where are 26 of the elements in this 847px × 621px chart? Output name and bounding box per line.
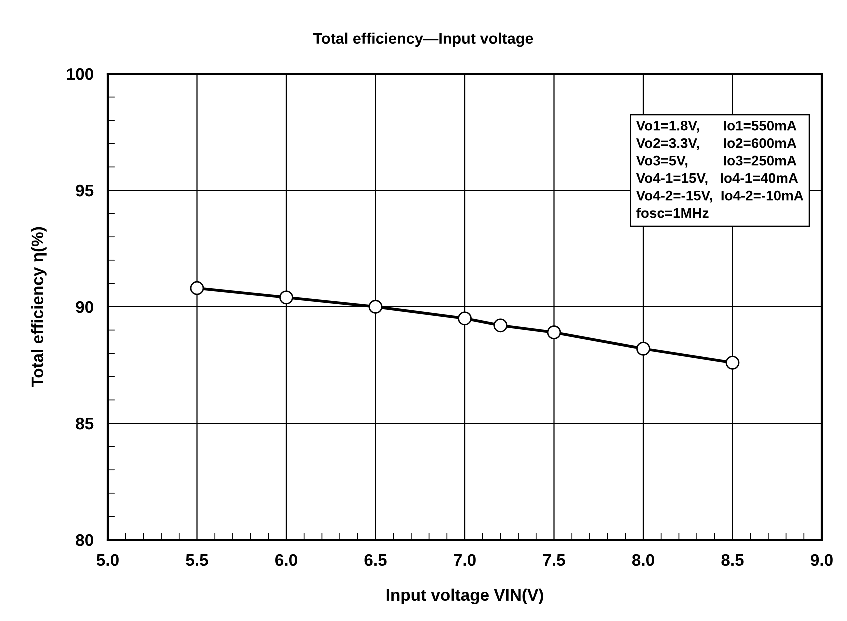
y-tick-label: 80: [76, 534, 94, 546]
x-tick-label: 9.0: [810, 554, 833, 566]
x-tick-label: 5.5: [186, 554, 208, 566]
x-tick-label: 8.5: [722, 554, 744, 566]
point: [368, 300, 383, 314]
point: [280, 290, 294, 305]
x-tick-label: 6.5: [364, 554, 387, 566]
y-tick-label: 85: [76, 418, 94, 430]
chart-title: Total efficiency—Input voltage: [313, 32, 534, 48]
point: [458, 312, 472, 326]
y-axis-title: Total efficiency η(%): [31, 227, 47, 388]
annotation: Vo1=1.8V, Io1=550mA Vo2=3.3V, Io2=600mA Vo3=5V, Io3=250mA Vo4-1=15V, Io4-1=40mA Vo4-2=-15V, Io4-2=-10mA fosc=1MHz: [636, 120, 804, 218]
point: [547, 326, 562, 340]
y-tick-label: 90: [76, 301, 94, 314]
x-axis-title: Input voltage VIN(V): [386, 588, 544, 604]
y-tick-label: 100: [67, 68, 94, 80]
x-tick-label: 5.0: [96, 554, 119, 566]
point: [494, 318, 508, 333]
point: [636, 342, 650, 356]
x-tick-label: 7.0: [454, 554, 476, 566]
x-tick-label: 6.0: [276, 554, 298, 566]
y-tick-label: 95: [76, 184, 94, 197]
x-tick-label: 8.0: [632, 554, 654, 566]
x-tick-label: 7.5: [543, 554, 566, 566]
point: [726, 356, 740, 370]
point: [190, 281, 204, 296]
